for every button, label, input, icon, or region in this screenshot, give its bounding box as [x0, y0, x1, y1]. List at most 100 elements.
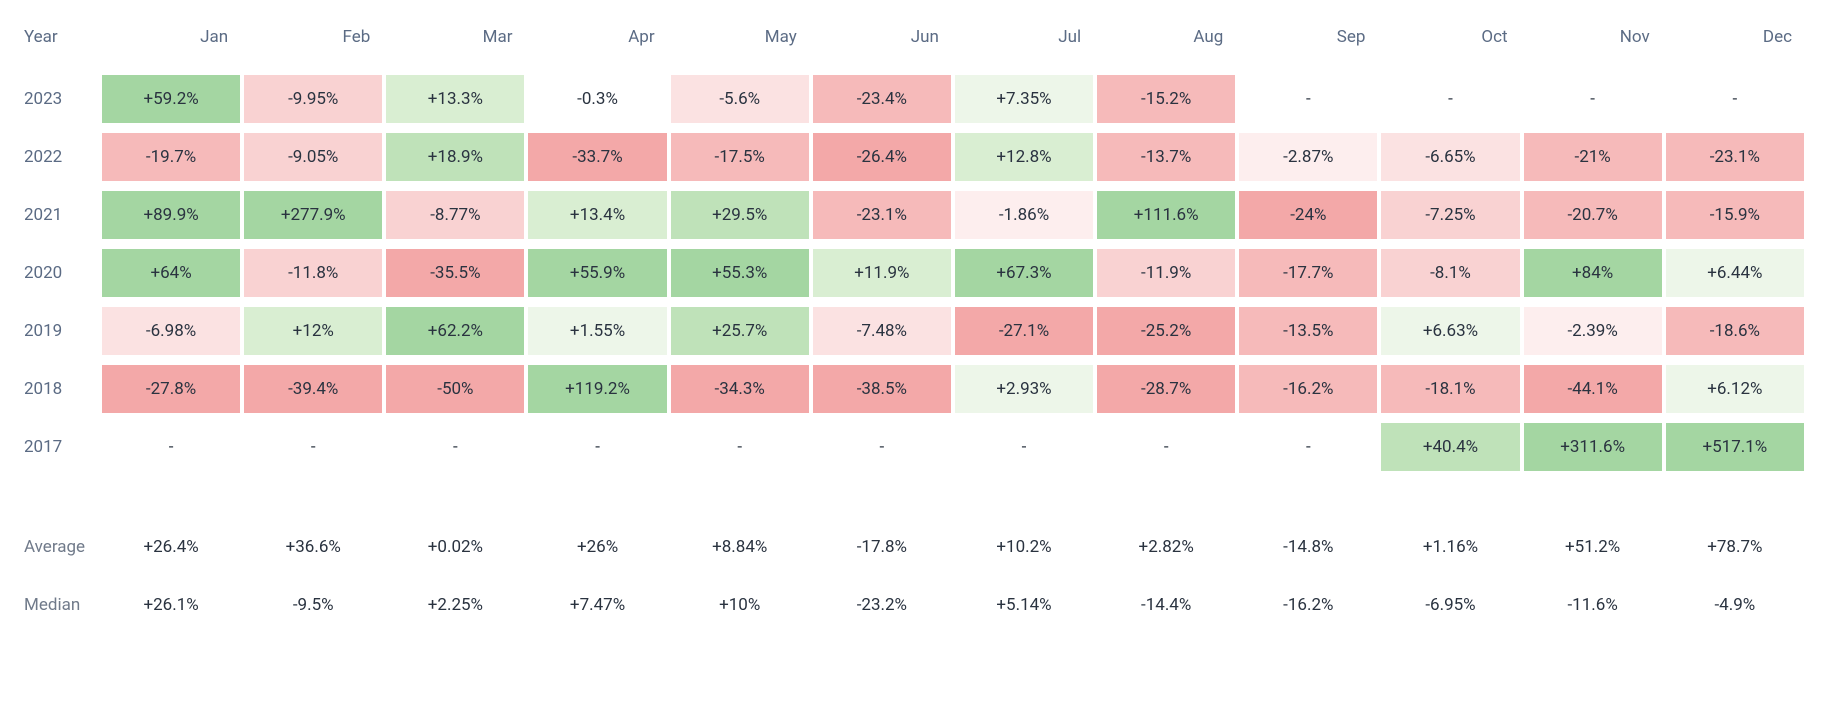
value-label: -28.7%	[1097, 365, 1235, 413]
value-label: +8.84%	[671, 523, 809, 571]
value-cell: -11.9%	[1095, 244, 1237, 302]
year-row: 2022-19.7%-9.05%+18.9%-33.7%-17.5%-26.4%…	[20, 128, 1806, 186]
value-cell: -17.8%	[811, 518, 953, 576]
value-cell: +29.5%	[669, 186, 811, 244]
value-label: -	[386, 423, 524, 471]
value-cell: -	[384, 418, 526, 476]
value-label: -1.86%	[955, 191, 1093, 239]
value-cell: -15.9%	[1664, 186, 1806, 244]
value-label: -13.7%	[1097, 133, 1235, 181]
value-cell: -44.1%	[1522, 360, 1664, 418]
value-cell: +62.2%	[384, 302, 526, 360]
year-label: 2020	[20, 244, 100, 302]
value-label: +36.6%	[244, 523, 382, 571]
value-label: -15.2%	[1097, 75, 1235, 123]
header-month: Nov	[1522, 10, 1664, 70]
value-label: -17.5%	[671, 133, 809, 181]
value-cell: -13.7%	[1095, 128, 1237, 186]
value-cell: -7.25%	[1379, 186, 1521, 244]
value-label: -21%	[1524, 133, 1662, 181]
value-label: +84%	[1524, 249, 1662, 297]
value-cell: -9.05%	[242, 128, 384, 186]
value-cell: +311.6%	[1522, 418, 1664, 476]
value-label: -11.8%	[244, 249, 382, 297]
value-cell: +18.9%	[384, 128, 526, 186]
header-month: Dec	[1664, 10, 1806, 70]
value-cell: -16.2%	[1237, 360, 1379, 418]
value-label: +6.12%	[1666, 365, 1804, 413]
value-label: +51.2%	[1524, 523, 1662, 571]
value-cell: +40.4%	[1379, 418, 1521, 476]
value-label: +18.9%	[386, 133, 524, 181]
year-label: 2023	[20, 70, 100, 128]
spacer-row	[20, 476, 1806, 518]
value-cell: -17.5%	[669, 128, 811, 186]
value-label: -9.95%	[244, 75, 382, 123]
value-cell: -	[1664, 70, 1806, 128]
value-cell: -	[1522, 70, 1664, 128]
value-cell: +517.1%	[1664, 418, 1806, 476]
value-cell: -11.8%	[242, 244, 384, 302]
value-label: -	[671, 423, 809, 471]
year-row: 2023+59.2%-9.95%+13.3%-0.3%-5.6%-23.4%+7…	[20, 70, 1806, 128]
value-label: -6.98%	[102, 307, 240, 355]
value-cell: -24%	[1237, 186, 1379, 244]
value-cell: -9.5%	[242, 576, 384, 634]
value-cell: +5.14%	[953, 576, 1095, 634]
value-label: +26.4%	[102, 523, 240, 571]
value-cell: +89.9%	[100, 186, 242, 244]
value-cell: +26%	[526, 518, 668, 576]
value-cell: -19.7%	[100, 128, 242, 186]
value-cell: -2.39%	[1522, 302, 1664, 360]
value-cell: +13.3%	[384, 70, 526, 128]
value-label: +119.2%	[528, 365, 666, 413]
value-cell: -11.6%	[1522, 576, 1664, 634]
value-cell: -5.6%	[669, 70, 811, 128]
value-label: -8.77%	[386, 191, 524, 239]
value-cell: -6.65%	[1379, 128, 1521, 186]
value-label: +67.3%	[955, 249, 1093, 297]
value-cell: -	[1379, 70, 1521, 128]
value-label: -50%	[386, 365, 524, 413]
value-label: -	[102, 423, 240, 471]
value-cell: -20.7%	[1522, 186, 1664, 244]
value-cell: -28.7%	[1095, 360, 1237, 418]
value-label: -2.39%	[1524, 307, 1662, 355]
value-cell: +2.82%	[1095, 518, 1237, 576]
value-cell: -38.5%	[811, 360, 953, 418]
value-label: +6.63%	[1381, 307, 1519, 355]
value-label: -6.95%	[1381, 581, 1519, 629]
header-month: Aug	[1095, 10, 1237, 70]
value-cell: +55.9%	[526, 244, 668, 302]
value-label: -18.6%	[1666, 307, 1804, 355]
value-cell: +12%	[242, 302, 384, 360]
value-cell: +10.2%	[953, 518, 1095, 576]
value-label: -23.1%	[1666, 133, 1804, 181]
value-cell: -	[1237, 70, 1379, 128]
header-month: Feb	[242, 10, 384, 70]
value-label: -23.2%	[813, 581, 951, 629]
header-month: Mar	[384, 10, 526, 70]
value-cell: -	[1237, 418, 1379, 476]
value-label: -14.8%	[1239, 523, 1377, 571]
header-month: Apr	[526, 10, 668, 70]
value-cell: +277.9%	[242, 186, 384, 244]
value-label: -16.2%	[1239, 581, 1377, 629]
value-label: -17.8%	[813, 523, 951, 571]
value-cell: -13.5%	[1237, 302, 1379, 360]
value-cell: -6.98%	[100, 302, 242, 360]
value-cell: -23.2%	[811, 576, 953, 634]
value-label: -	[244, 423, 382, 471]
year-row: 2019-6.98%+12%+62.2%+1.55%+25.7%-7.48%-2…	[20, 302, 1806, 360]
value-cell: -18.6%	[1664, 302, 1806, 360]
value-cell: -8.77%	[384, 186, 526, 244]
summary-row: Median+26.1%-9.5%+2.25%+7.47%+10%-23.2%+…	[20, 576, 1806, 634]
value-cell: -4.9%	[1664, 576, 1806, 634]
value-cell: +0.02%	[384, 518, 526, 576]
value-label: +12.8%	[955, 133, 1093, 181]
value-cell: +26.4%	[100, 518, 242, 576]
value-label: -	[1239, 75, 1377, 123]
value-cell: -	[242, 418, 384, 476]
value-label: +0.02%	[386, 523, 524, 571]
value-cell: +111.6%	[1095, 186, 1237, 244]
